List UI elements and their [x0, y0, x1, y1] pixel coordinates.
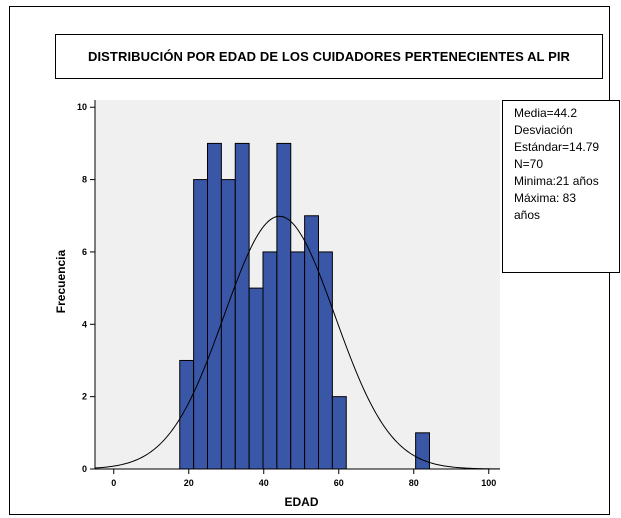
histogram-bar [193, 179, 208, 470]
y-tick-label: 0 [82, 464, 87, 474]
x-axis-label: EDAD [284, 495, 318, 509]
histogram-bar [318, 251, 333, 470]
histogram-bar [290, 251, 306, 470]
stat-mean: Media=44.2 [514, 106, 578, 120]
y-tick-label: 4 [82, 319, 87, 329]
x-tick-label: 100 [481, 478, 496, 488]
y-tick-label: 10 [77, 102, 87, 112]
x-tick-label: 20 [184, 478, 194, 488]
y-axis-label: Frecuencia [54, 249, 68, 313]
histogram-bar [304, 215, 319, 470]
x-tick-label: 60 [334, 478, 344, 488]
stat-max: Máxima: 83 [514, 191, 577, 205]
stat-min: Minima:21 años [514, 174, 599, 188]
chart-title-box: DISTRIBUCIÓN POR EDAD DE LOS CUIDADORES … [55, 34, 603, 79]
y-ticks: 0 2 4 6 8 10 [77, 102, 95, 474]
histogram-bar [248, 287, 264, 470]
stat-sd-value: Estándar=14.79 [514, 140, 600, 154]
histogram-bar [331, 396, 347, 470]
y-tick-label: 8 [82, 175, 87, 185]
x-tick-label: 40 [259, 478, 269, 488]
histogram-bar [234, 142, 250, 470]
normal-curve [94, 215, 501, 470]
histogram-bar [415, 432, 430, 470]
histogram-bar [262, 251, 278, 470]
statistics-box: Media=44.2 Desviación Estándar=14.79 N=7… [502, 100, 620, 273]
chart-title: DISTRIBUCIÓN POR EDAD DE LOS CUIDADORES … [87, 49, 571, 64]
stat-n: N=70 [514, 157, 544, 171]
x-tick-label: 80 [409, 478, 419, 488]
histogram-bar [207, 142, 222, 470]
x-tick-label: 0 [111, 478, 116, 488]
stat-max-unit: años [514, 208, 541, 222]
histogram-bars [179, 142, 430, 470]
y-tick-label: 6 [82, 247, 87, 257]
stat-sd-label: Desviación [514, 123, 573, 137]
x-ticks: 0 20 40 60 80 100 [111, 469, 496, 488]
histogram-bar [220, 179, 236, 470]
histogram-bar [276, 142, 292, 470]
y-tick-label: 2 [82, 392, 87, 402]
